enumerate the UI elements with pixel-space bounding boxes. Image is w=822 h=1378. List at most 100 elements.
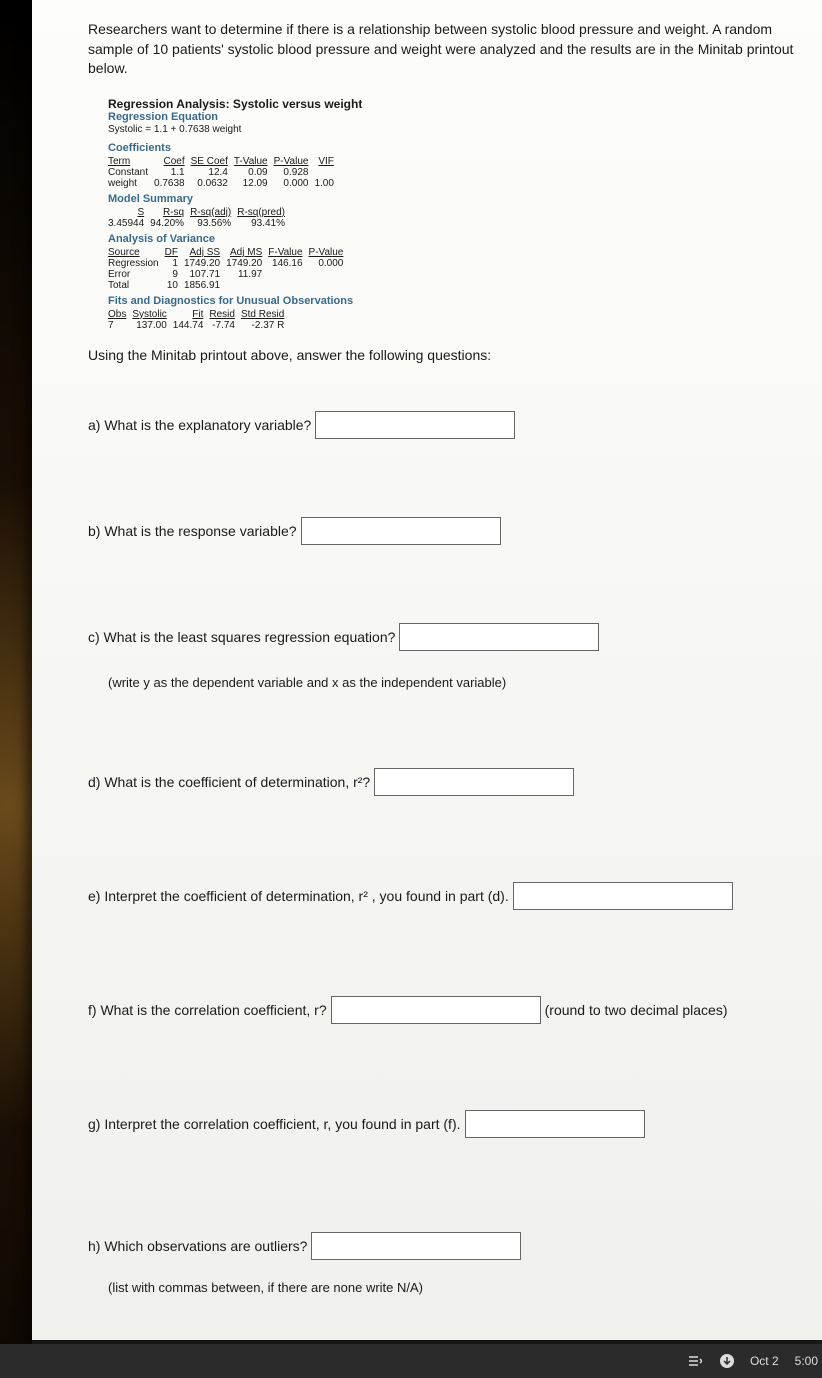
question-f-note: (round to two decimal places) bbox=[545, 1002, 728, 1018]
question-a: a) What is the explanatory variable? bbox=[88, 411, 802, 439]
intro-text: Researchers want to determine if there i… bbox=[88, 20, 802, 79]
question-h: h) Which observations are outliers? bbox=[88, 1232, 802, 1260]
cell: 137.00 bbox=[132, 320, 172, 331]
col-header: Systolic bbox=[132, 309, 172, 320]
document-page: Researchers want to determine if there i… bbox=[32, 0, 822, 1340]
table-header-row: S R-sq R-sq(adj) R-sq(pred) bbox=[108, 207, 291, 218]
instructions: Using the Minitab printout above, answer… bbox=[88, 347, 802, 363]
analysis-title: Regression Analysis: Systolic versus wei… bbox=[108, 97, 802, 111]
cell: -2.37 R bbox=[241, 320, 290, 331]
answer-box-b[interactable] bbox=[301, 517, 501, 545]
model-label: Model Summary bbox=[108, 193, 802, 205]
cell: 1.00 bbox=[314, 178, 339, 189]
taskbar: Oct 2 5:00 bbox=[0, 1344, 822, 1378]
question-b: b) What is the response variable? bbox=[88, 517, 802, 545]
cell: weight bbox=[108, 178, 154, 189]
cell: 94.20% bbox=[150, 218, 190, 229]
cell: Error bbox=[108, 269, 165, 280]
table-row: Total 10 1856.91 bbox=[108, 280, 349, 291]
col-header: Adj MS bbox=[226, 247, 268, 258]
col-header: P-Value bbox=[309, 247, 350, 258]
question-text: h) Which observations are outliers? bbox=[88, 1238, 307, 1254]
minitab-output: Regression Analysis: Systolic versus wei… bbox=[108, 97, 802, 331]
table-header-row: Obs Systolic Fit Resid Std Resid bbox=[108, 309, 290, 320]
question-e: e) Interpret the coefficient of determin… bbox=[88, 882, 802, 910]
table-row: weight 0.7638 0.0632 12.09 0.000 1.00 bbox=[108, 178, 340, 189]
cell bbox=[314, 167, 339, 178]
table-row: 7 137.00 144.74 -7.74 -2.37 R bbox=[108, 320, 290, 331]
col-header: Term bbox=[108, 156, 154, 167]
answer-box-e[interactable] bbox=[513, 882, 733, 910]
answer-box-d[interactable] bbox=[374, 768, 574, 796]
table-row: Constant 1.1 12.4 0.09 0.928 bbox=[108, 167, 340, 178]
coef-table: Term Coef SE Coef T-Value P-Value VIF Co… bbox=[108, 156, 340, 189]
taskbar-time[interactable]: 5:00 bbox=[793, 1354, 820, 1368]
col-header: R-sq(adj) bbox=[190, 207, 237, 218]
table-header-row: Term Coef SE Coef T-Value P-Value VIF bbox=[108, 156, 340, 167]
cell: Constant bbox=[108, 167, 154, 178]
diag-label: Fits and Diagnostics for Unusual Observa… bbox=[108, 295, 802, 307]
table-row: Error 9 107.71 11.97 bbox=[108, 269, 349, 280]
col-header: Fit bbox=[173, 309, 210, 320]
cell: 0.928 bbox=[274, 167, 315, 178]
answer-box-a[interactable] bbox=[315, 411, 515, 439]
col-header: Obs bbox=[108, 309, 132, 320]
col-header: F-Value bbox=[268, 247, 308, 258]
col-header: T-Value bbox=[234, 156, 274, 167]
cell: 0.09 bbox=[234, 167, 274, 178]
cell: 1749.20 bbox=[226, 258, 268, 269]
col-header: Coef bbox=[154, 156, 191, 167]
cell bbox=[226, 280, 268, 291]
question-h-note: (list with commas between, if there are … bbox=[108, 1280, 802, 1295]
col-header: R-sq bbox=[150, 207, 190, 218]
col-header: Adj SS bbox=[184, 247, 226, 258]
question-c-note: (write y as the dependent variable and x… bbox=[108, 675, 802, 690]
reg-eq-label: Regression Equation bbox=[108, 111, 802, 123]
col-header: Source bbox=[108, 247, 165, 258]
col-header: SE Coef bbox=[191, 156, 234, 167]
answer-box-c[interactable] bbox=[399, 623, 599, 651]
cell bbox=[309, 280, 350, 291]
arrow-down-circle-icon[interactable] bbox=[718, 1352, 736, 1370]
cell: 144.74 bbox=[173, 320, 210, 331]
cell: 93.41% bbox=[237, 218, 291, 229]
cell: 9 bbox=[165, 269, 184, 280]
model-table: S R-sq R-sq(adj) R-sq(pred) 3.45944 94.2… bbox=[108, 207, 291, 229]
answer-box-f[interactable] bbox=[331, 996, 541, 1024]
cell bbox=[268, 280, 308, 291]
question-text: a) What is the explanatory variable? bbox=[88, 417, 311, 433]
cell: 0.000 bbox=[274, 178, 315, 189]
question-c: c) What is the least squares regression … bbox=[88, 623, 802, 651]
answer-box-h[interactable] bbox=[311, 1232, 521, 1260]
question-text: e) Interpret the coefficient of determin… bbox=[88, 888, 509, 904]
menu-icon[interactable] bbox=[686, 1352, 704, 1370]
col-header: VIF bbox=[314, 156, 339, 167]
answer-box-g[interactable] bbox=[465, 1110, 645, 1138]
col-header: DF bbox=[165, 247, 184, 258]
cell: 7 bbox=[108, 320, 132, 331]
table-row: 3.45944 94.20% 93.56% 93.41% bbox=[108, 218, 291, 229]
desktop-edge bbox=[0, 0, 32, 1344]
cell: -7.74 bbox=[209, 320, 241, 331]
cell: Regression bbox=[108, 258, 165, 269]
question-d: d) What is the coefficient of determinat… bbox=[88, 768, 802, 796]
cell: 0.0632 bbox=[191, 178, 234, 189]
reg-equation: Systolic = 1.1 + 0.7638 weight bbox=[108, 123, 802, 136]
cell: 1856.91 bbox=[184, 280, 226, 291]
table-header-row: Source DF Adj SS Adj MS F-Value P-Value bbox=[108, 247, 349, 258]
cell: 10 bbox=[165, 280, 184, 291]
cell: 93.56% bbox=[190, 218, 237, 229]
cell: 1 bbox=[165, 258, 184, 269]
cell: 107.71 bbox=[184, 269, 226, 280]
question-g: g) Interpret the correlation coefficient… bbox=[88, 1110, 802, 1138]
col-header: Std Resid bbox=[241, 309, 290, 320]
question-text: g) Interpret the correlation coefficient… bbox=[88, 1116, 461, 1132]
question-text: f) What is the correlation coefficient, … bbox=[88, 1002, 327, 1018]
cell bbox=[268, 269, 308, 280]
col-header: S bbox=[108, 207, 150, 218]
cell: 11.97 bbox=[226, 269, 268, 280]
taskbar-date[interactable]: Oct 2 bbox=[750, 1354, 779, 1368]
cell: 0.000 bbox=[309, 258, 350, 269]
cell: Total bbox=[108, 280, 165, 291]
question-f: f) What is the correlation coefficient, … bbox=[88, 996, 802, 1024]
